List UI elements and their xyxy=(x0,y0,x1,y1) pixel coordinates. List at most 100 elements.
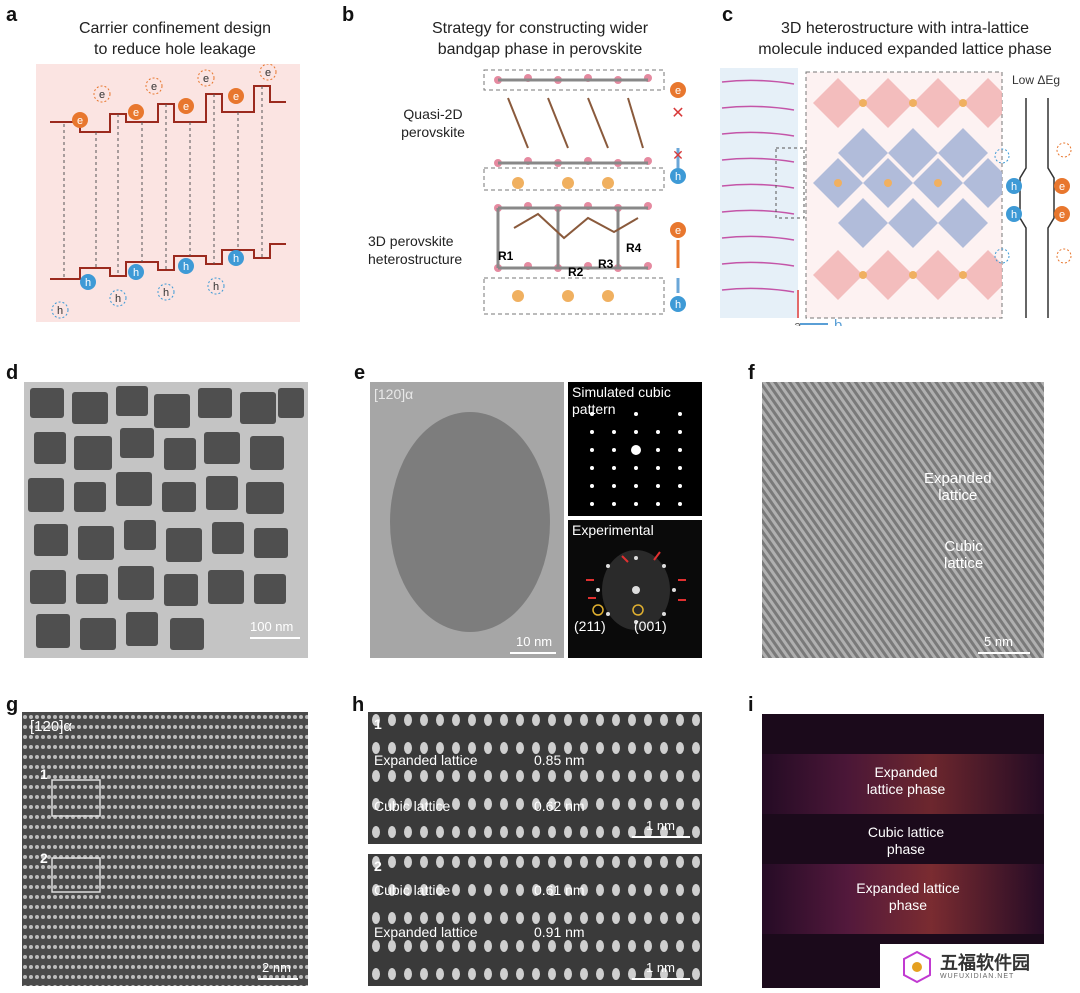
panel-a-label: a xyxy=(6,4,18,26)
zone-axis-e: [120]α xyxy=(374,386,414,402)
scale-bar-h2 xyxy=(632,978,690,980)
hole-icons: h h h h h h h h xyxy=(51,250,244,319)
carrier-markers: e ✕ ✕ h e h xyxy=(670,82,686,312)
band-diagram-svg: e e e e e e e e h h h h h h h h xyxy=(50,63,286,319)
box2-label-g: 2 xyxy=(40,850,48,866)
zoom-image-h1: 1 Expanded lattice 0.85 nm Cubic lattice… xyxy=(368,712,702,844)
svg-text:e: e xyxy=(77,115,83,127)
svg-text:h: h xyxy=(1011,181,1017,193)
r3-label: R3 xyxy=(598,257,614,271)
row2-value-h1: 0.62 nm xyxy=(534,798,585,814)
svg-text:h: h xyxy=(213,281,219,293)
scale-bar-d xyxy=(250,637,300,639)
simulated-pattern: Simulated cubic pattern xyxy=(568,382,702,516)
heterostructure-diagram: a b Low ΔEg h h e e xyxy=(718,68,1078,334)
haadf-image-g: [120]α 1 2 2 nm xyxy=(22,712,308,986)
box1-label-g: 1 xyxy=(40,766,48,782)
perovskite-structures: R1 R2 R3 R4 e ✕ ✕ h e h xyxy=(478,68,698,320)
watermark: 五福软件园 WUFUXIDIAN.NET xyxy=(880,944,1050,989)
hrtem-image-f: Expanded lattice Cubic lattice 5 nm xyxy=(762,382,1044,658)
svg-text:h: h xyxy=(133,267,139,279)
quasi2d-label: Quasi-2D perovskite xyxy=(401,106,465,140)
nanocrystal-grains xyxy=(24,382,308,658)
watermark-text: 五福软件园 WUFUXIDIAN.NET xyxy=(940,953,1030,980)
atomic-columns-g xyxy=(22,712,308,986)
band-diagram: e e e e e e e e h h h h h h h h xyxy=(36,63,300,322)
row2-name-h1: Cubic lattice xyxy=(374,798,451,814)
r2-label: R2 xyxy=(568,265,584,279)
atomic-rows-h2 xyxy=(368,854,702,986)
particle-hrtem xyxy=(370,382,564,658)
perovskite-structures-svg: R1 R2 R3 R4 e ✕ ✕ h e h xyxy=(483,69,686,315)
panel-b-title: Strategy for constructing wider bandgap … xyxy=(431,20,649,58)
zone-axis-g: [120]α xyxy=(30,718,73,735)
svg-text:e: e xyxy=(265,67,271,79)
svg-text:e: e xyxy=(675,85,681,97)
heterostructure-svg: a b Low ΔEg h h e e xyxy=(720,68,1072,334)
svg-text:h: h xyxy=(183,261,189,273)
scale-label-g: 2 nm xyxy=(262,960,291,975)
tem-image-d: 100 nm xyxy=(24,382,308,658)
panel-g-label: g xyxy=(6,694,19,716)
row1-name-h1: Expanded lattice xyxy=(374,752,478,768)
spot-001-label: (001) xyxy=(634,618,667,634)
svg-text:e: e xyxy=(151,81,157,93)
phase-map-svg xyxy=(762,714,1044,988)
scale-label-h1: 1 nm xyxy=(646,818,675,833)
svg-text:e: e xyxy=(675,225,681,237)
svg-text:h: h xyxy=(85,277,91,289)
svg-text:h: h xyxy=(233,253,239,265)
scale-label-h2: 1 nm xyxy=(646,960,675,975)
r4-label: R4 xyxy=(626,241,642,255)
svg-text:h: h xyxy=(57,305,63,317)
svg-text:e: e xyxy=(1059,209,1065,221)
watermark-logo-icon xyxy=(903,950,931,983)
panel-h-label: h xyxy=(352,694,365,716)
scale-bar-f xyxy=(978,652,1030,654)
svg-text:h: h xyxy=(1011,209,1017,221)
row2-name-h2: Expanded lattice xyxy=(374,924,478,940)
axis-b-label: b xyxy=(834,317,842,326)
panel-e-label: e xyxy=(354,362,366,384)
svg-text:e: e xyxy=(183,101,189,113)
scale-label-f: 5 nm xyxy=(984,634,1013,649)
panel-d-label: d xyxy=(6,362,19,384)
atomic-rows-h1 xyxy=(368,712,702,844)
svg-text:e: e xyxy=(1059,181,1065,193)
panel-a-title: Carrier confinement design to reduce hol… xyxy=(78,20,272,58)
index-h1: 1 xyxy=(374,716,382,732)
svg-text:e: e xyxy=(99,89,105,101)
svg-text:h: h xyxy=(115,293,121,305)
svg-text:e: e xyxy=(133,107,139,119)
valence-band xyxy=(50,243,286,280)
experimental-spots xyxy=(586,550,686,630)
row1-value-h1: 0.85 nm xyxy=(534,752,585,768)
experimental-label: Experimental xyxy=(572,522,654,538)
scale-label-e: 10 nm xyxy=(516,634,553,649)
index-h2: 2 xyxy=(374,858,382,874)
scale-label-d: 100 nm xyxy=(250,619,294,634)
svg-text:e: e xyxy=(233,91,239,103)
expanded-phase-label-2: Expanded lattice phase xyxy=(856,880,960,913)
scale-bar-h1 xyxy=(632,836,690,838)
cubic-lattice-label-f: Cubic lattice xyxy=(944,538,984,572)
simulated-spots xyxy=(590,412,682,506)
svg-text:h: h xyxy=(675,299,681,311)
row1-name-h2: Cubic lattice xyxy=(374,882,451,898)
svg-text:h: h xyxy=(163,287,169,299)
panel-c-title: 3D heterostructure with intra-lattice mo… xyxy=(758,20,1052,58)
experimental-pattern: Experimental (211) (001) xyxy=(568,520,702,658)
svg-text:✕: ✕ xyxy=(672,147,684,163)
cubic-phase-label: Cubic lattice phase xyxy=(867,824,945,857)
conduction-band xyxy=(50,85,286,133)
expanded-phase-label-1: Expanded lattice phase xyxy=(866,764,946,797)
panel-f-label: f xyxy=(748,362,755,384)
panel-b-label: b xyxy=(342,4,355,26)
svg-text:✕: ✕ xyxy=(671,105,684,122)
axis-a-label: a xyxy=(794,318,802,326)
scale-bar-e xyxy=(510,652,556,654)
svg-text:h: h xyxy=(675,171,681,183)
row1-value-h2: 0.61 nm xyxy=(534,882,585,898)
3d-hetero-label: 3D perovskite heterostructure xyxy=(368,233,463,267)
r1-label: R1 xyxy=(498,249,514,263)
